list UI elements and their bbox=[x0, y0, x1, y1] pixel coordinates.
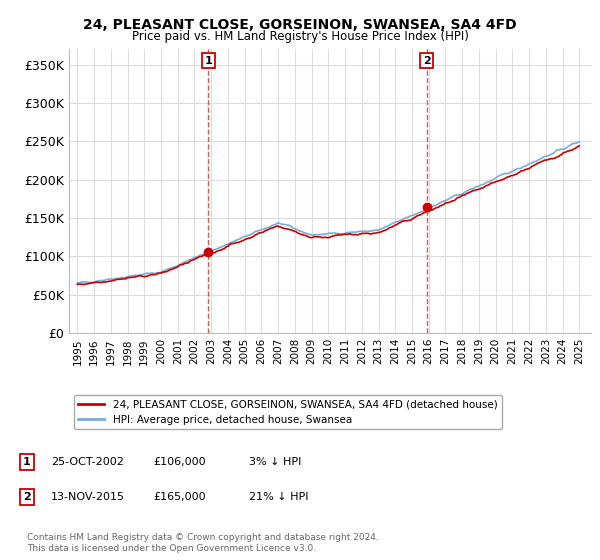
Text: £106,000: £106,000 bbox=[153, 457, 206, 467]
Text: 25-OCT-2002: 25-OCT-2002 bbox=[51, 457, 124, 467]
Text: This data is licensed under the Open Government Licence v3.0.: This data is licensed under the Open Gov… bbox=[27, 544, 316, 553]
Text: £165,000: £165,000 bbox=[153, 492, 206, 502]
Text: 13-NOV-2015: 13-NOV-2015 bbox=[51, 492, 125, 502]
Text: 3% ↓ HPI: 3% ↓ HPI bbox=[249, 457, 301, 467]
Text: 21% ↓ HPI: 21% ↓ HPI bbox=[249, 492, 308, 502]
Text: Price paid vs. HM Land Registry's House Price Index (HPI): Price paid vs. HM Land Registry's House … bbox=[131, 30, 469, 43]
Legend: 24, PLEASANT CLOSE, GORSEINON, SWANSEA, SA4 4FD (detached house), HPI: Average p: 24, PLEASANT CLOSE, GORSEINON, SWANSEA, … bbox=[74, 395, 502, 429]
Text: 1: 1 bbox=[205, 55, 212, 66]
Text: 24, PLEASANT CLOSE, GORSEINON, SWANSEA, SA4 4FD: 24, PLEASANT CLOSE, GORSEINON, SWANSEA, … bbox=[83, 18, 517, 32]
Text: 1: 1 bbox=[23, 457, 31, 467]
Text: 2: 2 bbox=[422, 55, 430, 66]
Text: 2: 2 bbox=[23, 492, 31, 502]
Text: Contains HM Land Registry data © Crown copyright and database right 2024.: Contains HM Land Registry data © Crown c… bbox=[27, 533, 379, 542]
